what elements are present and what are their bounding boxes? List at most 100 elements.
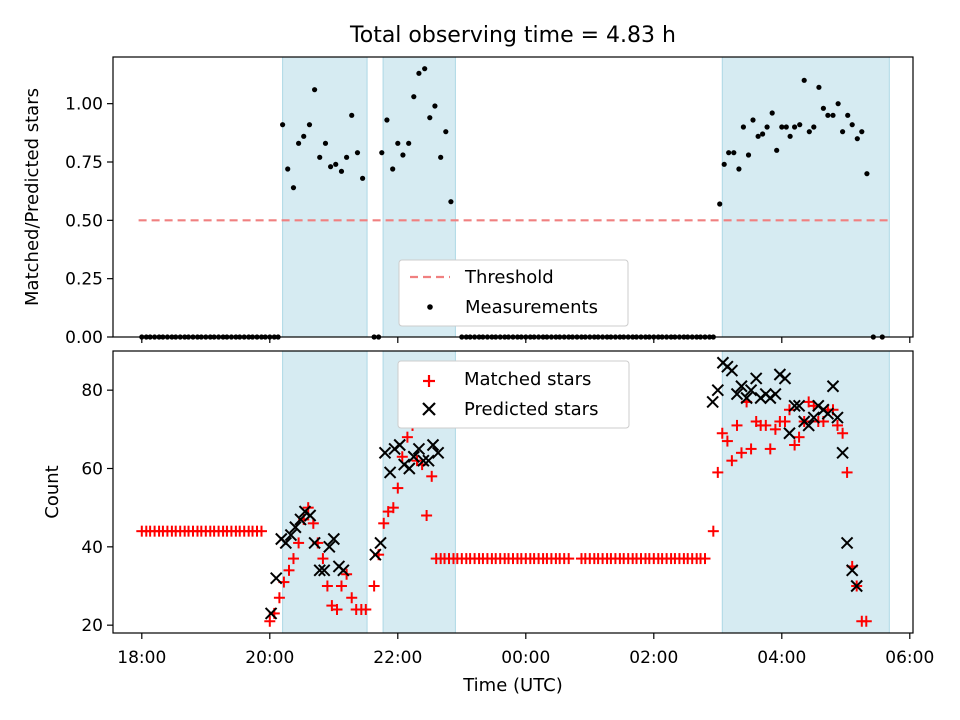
matched-star-point — [321, 580, 333, 592]
predicted-star-point — [845, 564, 859, 577]
matched-star-point — [563, 553, 575, 565]
measurement-point — [360, 175, 366, 181]
predicted-star-point — [294, 513, 307, 526]
measurement-point — [840, 129, 846, 135]
measurement-point — [312, 87, 318, 93]
bottom-y-tick-label: 60 — [81, 460, 103, 480]
legend-matched-label: Matched stars — [464, 369, 591, 390]
predicted-star-point — [840, 536, 854, 550]
predicted-star-point — [749, 372, 763, 385]
bottom-x-tick-label: 00:00 — [501, 648, 550, 668]
predicted-star-point — [327, 532, 341, 546]
bottom-x-tick-label: 06:00 — [885, 648, 934, 668]
measurement-point — [760, 131, 766, 137]
matched-star-point — [360, 604, 372, 615]
measurement-point — [406, 140, 412, 146]
matched-star-point — [731, 419, 743, 431]
top-shaded-interval — [282, 56, 368, 338]
bottom-x-axis: 18:00 20:00 22:00 00:00 02:00 04:00 06:00 — [117, 633, 934, 668]
predicted-star-point — [792, 399, 806, 413]
bottom-x-axis-label: Time (UTC) — [462, 675, 563, 696]
bottom-shaded-interval — [282, 350, 368, 634]
top-legend: Threshold Measurements — [398, 259, 629, 327]
predicted-star-point — [417, 454, 430, 467]
measurement-point — [854, 136, 860, 142]
matched-star-point — [721, 435, 733, 447]
measurement-point — [849, 122, 855, 128]
matched-star-point — [378, 517, 390, 529]
measurement-point — [422, 66, 428, 72]
matched-star-point — [368, 580, 380, 592]
measurement-point — [400, 152, 406, 158]
top-y-tick-label: 0.75 — [65, 153, 103, 173]
matched-star-point — [860, 615, 872, 627]
predicted-star-point — [284, 528, 298, 542]
measurement-point — [769, 110, 775, 116]
measurement-point — [811, 124, 817, 130]
predicted-star-point — [412, 442, 426, 456]
predicted-star-point — [735, 380, 748, 393]
matched-star-point — [726, 455, 738, 467]
matched-star-point — [401, 431, 413, 443]
predicted-star-point — [706, 395, 719, 409]
predicted-star-point — [725, 364, 739, 377]
measurement-point — [731, 150, 737, 156]
measurement-point — [792, 124, 798, 130]
measurement-point — [845, 112, 851, 118]
matched-star-point — [764, 443, 776, 455]
measurement-point — [379, 150, 385, 156]
top-shaded-interval — [721, 56, 890, 338]
matched-star-point — [779, 416, 791, 427]
measurement-point — [859, 129, 865, 135]
predicted-star-point — [403, 462, 416, 475]
predicted-star-point — [337, 564, 350, 577]
measurement-point — [448, 199, 454, 205]
bottom-x-tick-label: 02:00 — [629, 648, 678, 668]
measurement-point — [787, 133, 793, 139]
predicted-star-point — [269, 571, 283, 585]
measurement-point — [721, 161, 727, 167]
bottom-y-axis-label: Count — [42, 465, 63, 518]
measurement-point — [806, 129, 812, 135]
predicted-star-point — [426, 438, 440, 452]
measurement-point — [830, 112, 836, 118]
predicted-star-point — [850, 579, 863, 593]
predicted-legend-marker — [422, 402, 436, 416]
measurement-point — [395, 140, 401, 146]
measurement-point — [344, 154, 350, 160]
matched-star-point — [293, 537, 305, 549]
measurement-point — [750, 117, 756, 123]
bottom-axes-frame — [112, 350, 914, 634]
measurement-point — [783, 124, 789, 130]
measurement-point — [290, 185, 297, 191]
top-x-ticks — [141, 337, 911, 343]
predicted-star-point — [778, 372, 792, 385]
predicted-star-point — [783, 427, 796, 440]
matched-star-point — [760, 419, 772, 431]
measurement-point — [755, 133, 761, 139]
matched-star-point — [716, 427, 728, 439]
measurement-point — [349, 112, 355, 118]
predicted-star-point — [769, 387, 782, 401]
predicted-star-point — [740, 391, 753, 405]
matched-star-point — [789, 439, 801, 451]
top-y-tick-label: 0.00 — [65, 328, 103, 348]
matched-star-point — [387, 502, 399, 514]
measurement-point — [726, 150, 732, 156]
predicted-star-point — [821, 407, 835, 420]
top-legend-box — [398, 259, 629, 327]
measurement-point — [835, 101, 841, 107]
top-axes-frame — [112, 56, 914, 338]
predicted-star-point — [323, 540, 336, 554]
matched-star-point — [426, 470, 438, 482]
predicted-star-point — [807, 411, 821, 424]
predicted-star-point — [279, 536, 293, 550]
matched-star-point — [735, 447, 747, 459]
predicted-star-point — [393, 438, 406, 452]
measurement-point — [801, 77, 807, 83]
measurement-point — [438, 154, 444, 160]
predicted-stars-layer — [264, 356, 863, 620]
measurement-point — [301, 133, 307, 139]
matched-star-point — [255, 525, 267, 537]
